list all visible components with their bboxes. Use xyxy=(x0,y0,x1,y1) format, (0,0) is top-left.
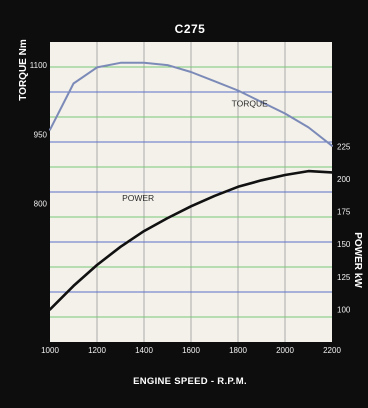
x-axis-label: ENGINE SPEED - R.P.M. xyxy=(133,376,247,387)
x-tick-label: 2200 xyxy=(323,346,341,355)
y-tick-label-right: 100 xyxy=(337,305,351,314)
tick-labels: 1000 1200 1400 1600 1800 2000 2200 800 950 1100 10… xyxy=(30,61,351,355)
series-layer: TORQUE POWER xyxy=(48,61,334,311)
chart-title: C275 xyxy=(175,22,206,36)
series-label-power: POWER xyxy=(122,193,154,203)
y-axis-right-label: POWER kW xyxy=(352,232,363,288)
y-tick-label-left: 1100 xyxy=(30,61,48,70)
x-tick-label: 1400 xyxy=(135,346,153,355)
y-tick-label-right: 200 xyxy=(337,175,351,184)
x-tick-label: 1600 xyxy=(182,346,200,355)
series-label-torque: TORQUE xyxy=(232,99,269,109)
x-tick-label: 1800 xyxy=(229,346,247,355)
y-tick-label-left: 800 xyxy=(34,200,48,209)
series-line-torque xyxy=(49,61,333,147)
x-tick-label: 2000 xyxy=(276,346,294,355)
y-tick-label-right: 225 xyxy=(337,142,351,151)
y-tick-label-right: 175 xyxy=(337,208,351,217)
y-tick-label-right: 150 xyxy=(337,240,351,249)
x-tick-label: 1000 xyxy=(41,346,59,355)
y-tick-label-left: 950 xyxy=(34,130,48,139)
x-tick-label: 1200 xyxy=(88,346,106,355)
series-line-power xyxy=(48,169,334,311)
y-axis-left-label: TORQUE Nm xyxy=(18,39,29,101)
y-tick-label-right: 125 xyxy=(337,273,351,282)
